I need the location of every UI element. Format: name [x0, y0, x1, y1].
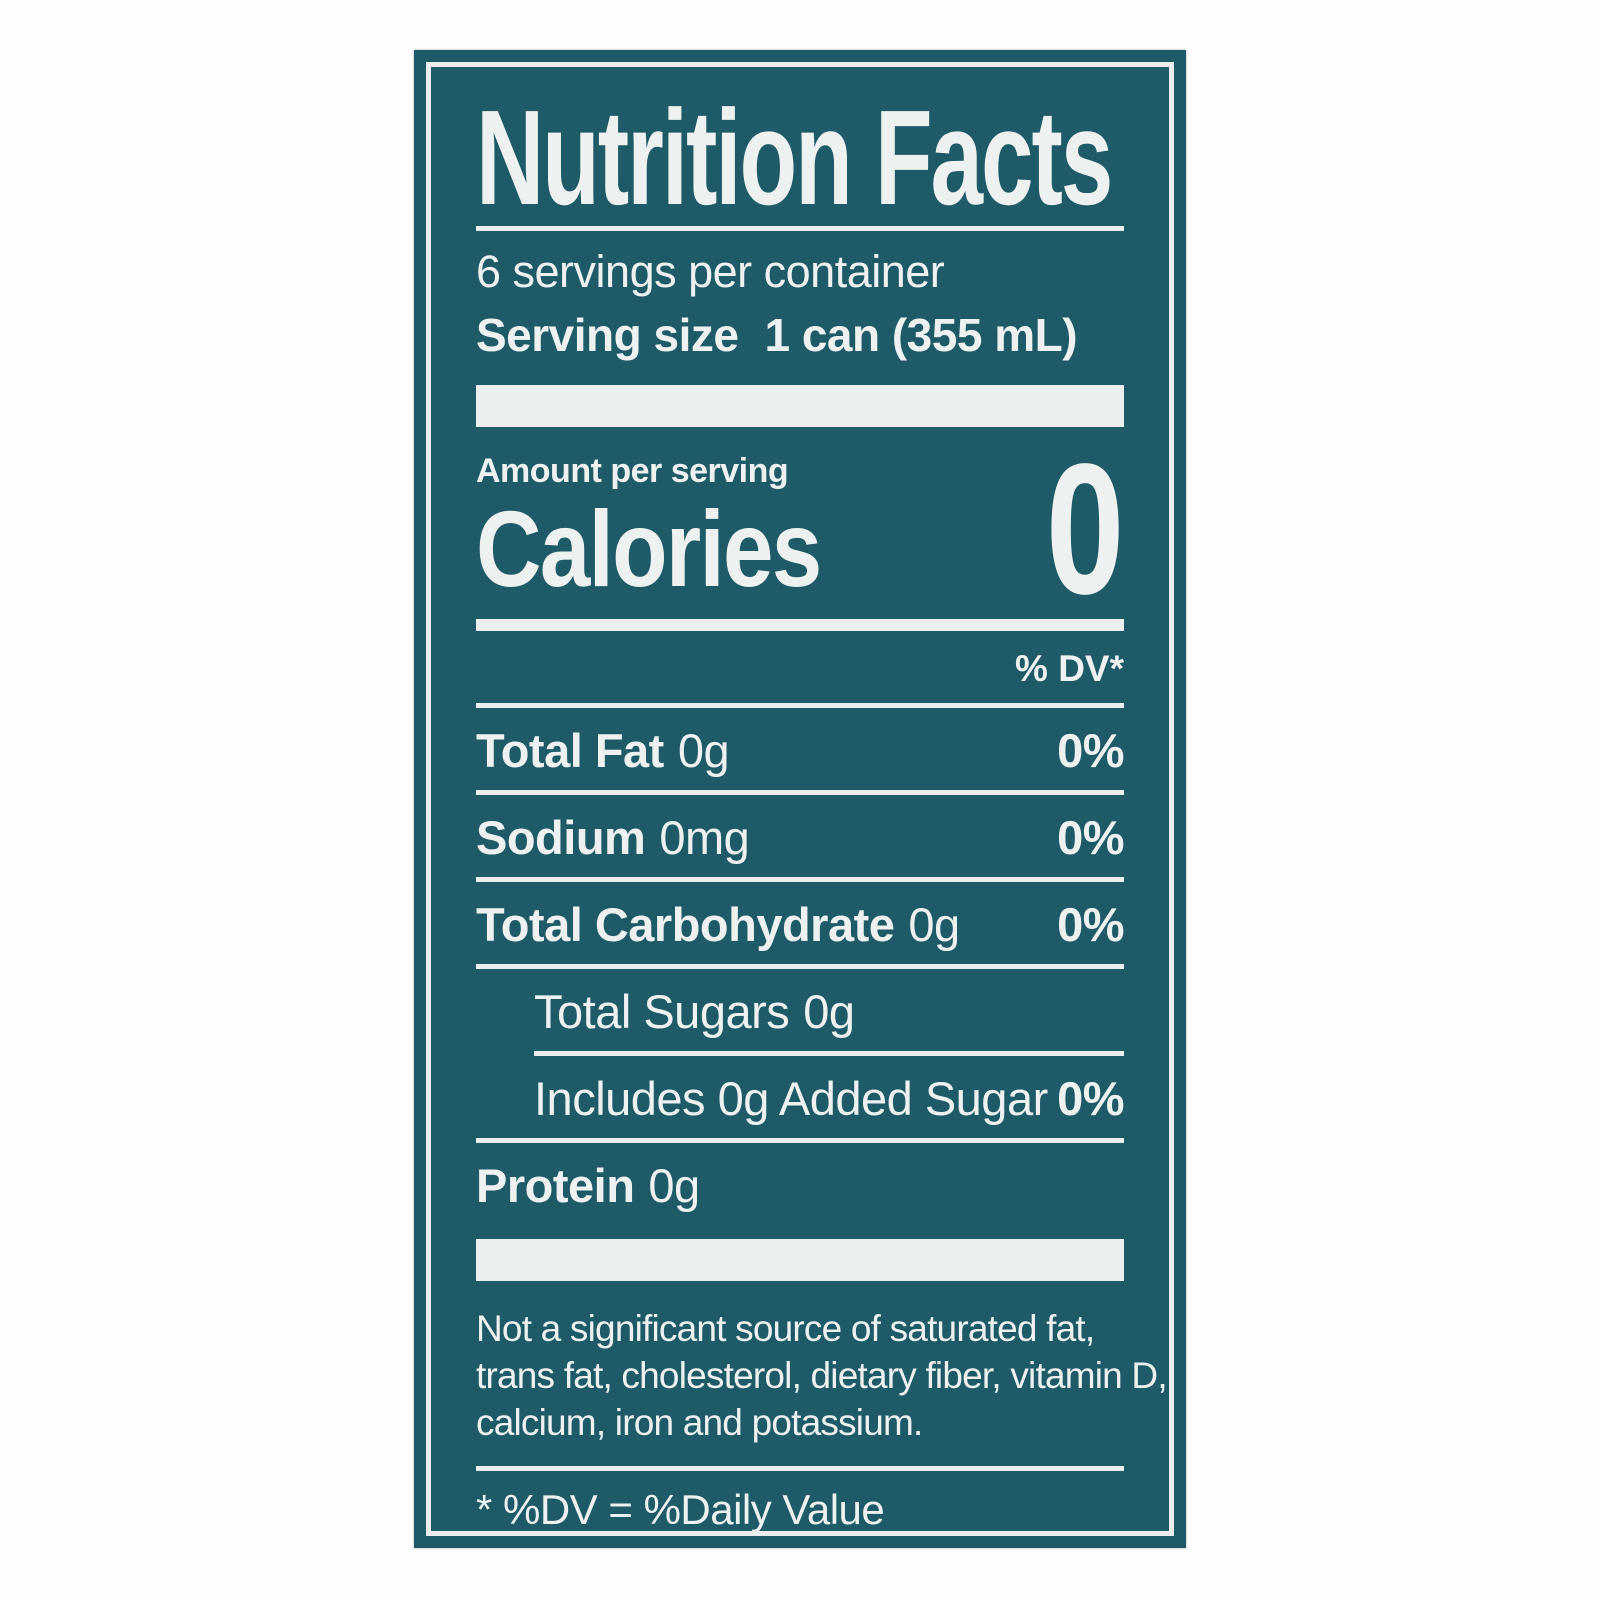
calories-rule	[476, 619, 1124, 631]
nutrient-name-amount: Includes 0g Added Sugar	[534, 1072, 1048, 1125]
row-rule	[476, 964, 1124, 969]
label-content: Nutrition Facts 6 servings per container…	[448, 82, 1168, 1533]
nutrition-facts-label: Nutrition Facts 6 servings per container…	[414, 50, 1186, 1548]
label-inner-border: Nutrition Facts 6 servings per container…	[426, 62, 1174, 1536]
separator-bar-top	[476, 385, 1124, 427]
title-rule	[476, 226, 1124, 231]
serving-size-value: 1 can (355 mL)	[764, 309, 1078, 361]
nutrient-row-protein: Protein 0g	[476, 1143, 1124, 1225]
row-rule	[476, 877, 1124, 882]
nutrient-row-total-fat: Total Fat 0g 0%	[476, 708, 1124, 790]
nutrient-row-total-carbohydrate: Total Carbohydrate 0g 0%	[476, 882, 1124, 964]
footnote-line: calcium, iron and potassium.	[476, 1402, 923, 1443]
nutrient-name-amount: Protein 0g	[476, 1159, 700, 1212]
nutrient-dv: 0%	[1057, 1072, 1124, 1125]
amount-per-serving-label: Amount per serving	[476, 452, 789, 490]
footnote: Not a significant source of saturated fa…	[476, 1305, 1168, 1446]
nutrient-dv: 0%	[1057, 898, 1124, 951]
dv-header-rule	[476, 703, 1124, 708]
serving-size-label: Serving size	[476, 309, 739, 361]
footnote-rule	[476, 1466, 1124, 1471]
nutrient-dv: 0%	[1057, 811, 1124, 864]
footnote-line: Not a significant source of saturated fa…	[476, 1308, 1095, 1349]
servings-per-container: 6 servings per container	[476, 246, 945, 297]
nutrient-row-added-sugars: Includes 0g Added Sugar 0%	[476, 1056, 1124, 1138]
label-title: Nutrition Facts	[476, 82, 1113, 233]
calories-label: Calories	[476, 488, 822, 609]
nutrient-row-sodium: Sodium 0mg 0%	[476, 795, 1124, 877]
calories-section: Amount per serving Calories 0	[476, 426, 1124, 633]
row-rule-indented	[534, 1051, 1124, 1056]
separator-bar-bottom	[476, 1239, 1124, 1281]
footnote-line: trans fat, cholesterol, dietary fiber, v…	[476, 1355, 1168, 1396]
nutrient-name-amount: Total Carbohydrate 0g	[476, 898, 960, 951]
row-rule	[476, 1138, 1124, 1143]
dv-definition: * %DV = %Daily Value	[476, 1486, 885, 1533]
nutrient-name-amount: Total Sugars 0g	[534, 985, 855, 1038]
nutrient-name-amount: Sodium 0mg	[476, 811, 750, 864]
nutrient-name-amount: Total Fat 0g	[476, 724, 730, 777]
daily-value-header: % DV*	[1015, 648, 1124, 689]
nutrient-row-total-sugars: Total Sugars 0g	[476, 969, 1124, 1051]
nutrient-dv: 0%	[1057, 724, 1124, 777]
row-rule	[476, 790, 1124, 795]
calories-value: 0	[1045, 426, 1124, 633]
serving-size-row: Serving size 1 can (355 mL)	[476, 307, 1124, 363]
